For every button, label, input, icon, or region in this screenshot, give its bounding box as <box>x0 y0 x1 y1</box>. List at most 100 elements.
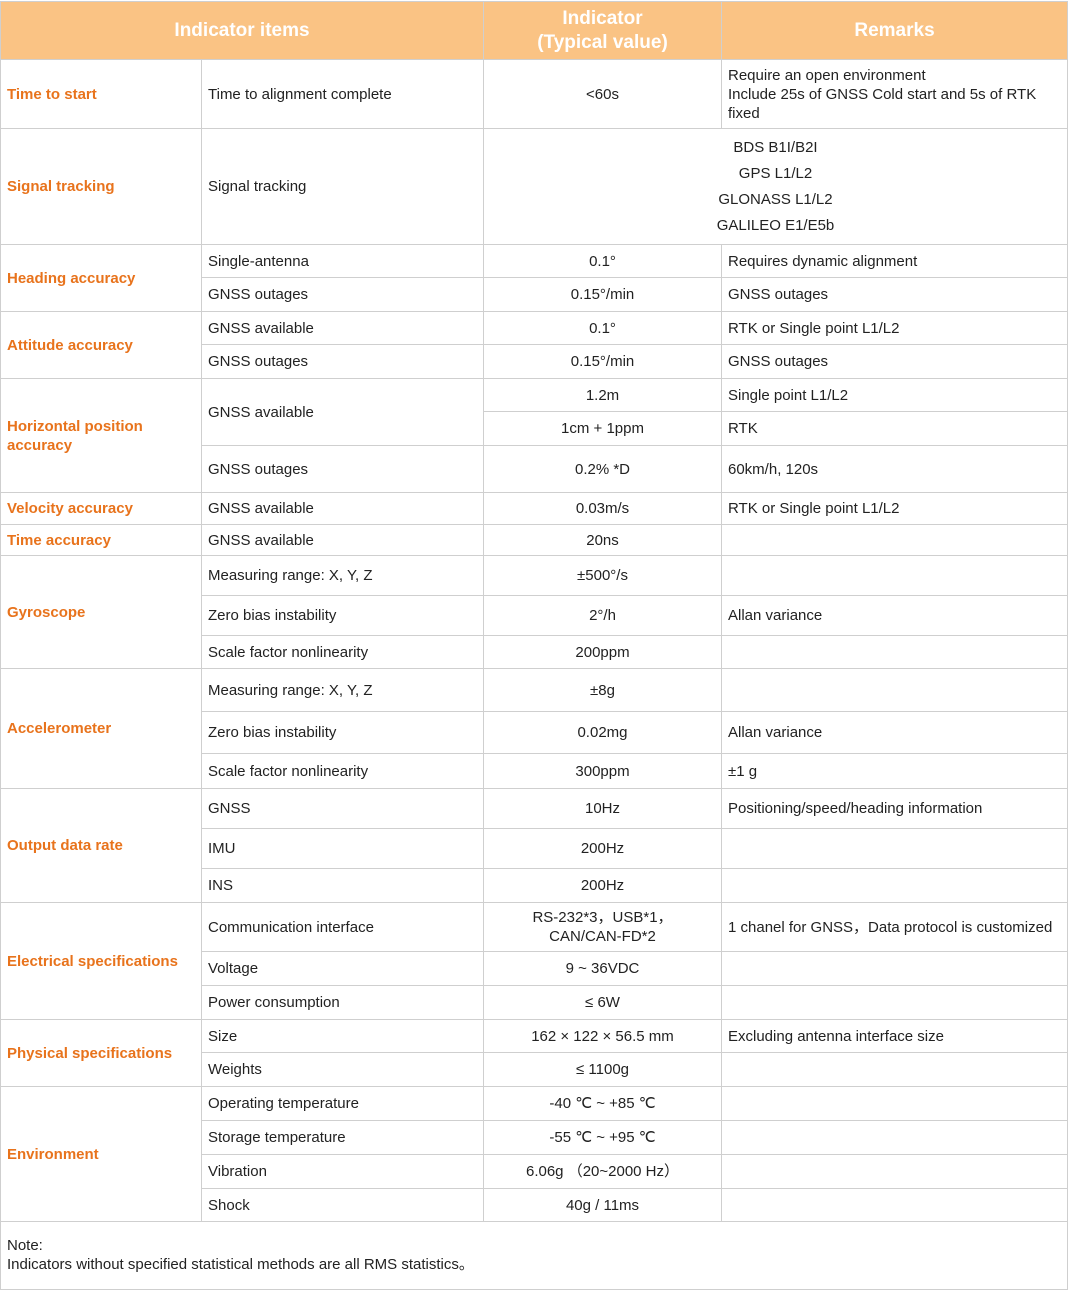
item: Size <box>201 1019 484 1053</box>
item: Measuring range: X, Y, Z <box>201 555 484 596</box>
value: BDS B1I/B2I GPS L1/L2 GLONASS L1/L2 GALI… <box>483 128 1068 245</box>
item: GNSS outages <box>201 277 484 312</box>
value: 162 × 122 × 56.5 mm <box>483 1019 722 1053</box>
section: Horizontal position accuracy <box>0 378 202 493</box>
item: Voltage <box>201 951 484 986</box>
section: Velocity accuracy <box>0 492 202 525</box>
value: 0.1° <box>483 311 722 345</box>
value: -55 ℃ ~ +95 ℃ <box>483 1120 722 1155</box>
remark <box>721 1154 1068 1189</box>
item: GNSS available <box>201 524 484 556</box>
remark: Positioning/speed/heading information <box>721 788 1068 829</box>
value: 40g / 11ms <box>483 1188 722 1222</box>
note-text: Indicators without specified statistical… <box>7 1256 474 1273</box>
item: Communication interface <box>201 902 484 952</box>
remark: GNSS outages <box>721 277 1068 312</box>
remark <box>721 828 1068 869</box>
remark <box>721 985 1068 1020</box>
value: 200Hz <box>483 828 722 869</box>
remark <box>721 868 1068 903</box>
remark <box>721 1188 1068 1222</box>
value: 9 ~ 36VDC <box>483 951 722 986</box>
value: -40 ℃ ~ +85 ℃ <box>483 1086 722 1121</box>
remark: 60km/h, 120s <box>721 445 1068 493</box>
item: GNSS available <box>201 311 484 345</box>
item: GNSS outages <box>201 344 484 379</box>
item: IMU <box>201 828 484 869</box>
value: 20ns <box>483 524 722 556</box>
item: Zero bias instability <box>201 711 484 754</box>
value: 1cm + 1ppm <box>483 411 722 446</box>
value: 300ppm <box>483 753 722 789</box>
section: Environment <box>0 1086 202 1222</box>
remark: RTK or Single point L1/L2 <box>721 311 1068 345</box>
header-cell: Indicator (Typical value) <box>483 1 722 60</box>
header-cell: Indicator items <box>0 1 484 60</box>
remark <box>721 1120 1068 1155</box>
remark: GNSS outages <box>721 344 1068 379</box>
remark: Single point L1/L2 <box>721 378 1068 412</box>
value: 0.02mg <box>483 711 722 754</box>
item: Zero bias instability <box>201 595 484 636</box>
remark: RTK <box>721 411 1068 446</box>
value: 1.2m <box>483 378 722 412</box>
value: 10Hz <box>483 788 722 829</box>
remark <box>721 635 1068 669</box>
item: Time to alignment complete <box>201 59 484 129</box>
value: ≤ 1100g <box>483 1052 722 1087</box>
remark <box>721 951 1068 986</box>
item: Weights <box>201 1052 484 1087</box>
item: Storage temperature <box>201 1120 484 1155</box>
value: ±8g <box>483 668 722 712</box>
remark: ±1 g <box>721 753 1068 789</box>
remark <box>721 524 1068 556</box>
section: Accelerometer <box>0 668 202 789</box>
section: Attitude accuracy <box>0 311 202 379</box>
item: GNSS <box>201 788 484 829</box>
note-label: Note: <box>7 1237 43 1254</box>
section: Time to start <box>0 59 202 129</box>
item: Scale factor nonlinearity <box>201 635 484 669</box>
remark <box>721 555 1068 596</box>
header-cell: Remarks <box>721 1 1068 60</box>
item: GNSS available <box>201 378 484 446</box>
header-row: Indicator items Indicator (Typical value… <box>0 1 1068 60</box>
section: Heading accuracy <box>0 244 202 312</box>
section: Electrical specifications <box>0 902 202 1020</box>
value: 0.1° <box>483 244 722 278</box>
value: 0.15°/min <box>483 277 722 312</box>
item: Signal tracking <box>201 128 484 245</box>
value: ≤ 6W <box>483 985 722 1020</box>
remark: Allan variance <box>721 711 1068 754</box>
value: ±500°/s <box>483 555 722 596</box>
item: Vibration <box>201 1154 484 1189</box>
section: Time accuracy <box>0 524 202 556</box>
item: Single-antenna <box>201 244 484 278</box>
value: RS-232*3，USB*1， CAN/CAN-FD*2 <box>483 902 722 952</box>
value: <60s <box>483 59 722 129</box>
value: 200ppm <box>483 635 722 669</box>
section: Signal tracking <box>0 128 202 245</box>
note: Note: Indicators without specified statis… <box>0 1221 1068 1290</box>
item: Measuring range: X, Y, Z <box>201 668 484 712</box>
value: 200Hz <box>483 868 722 903</box>
remark: Allan variance <box>721 595 1068 636</box>
value: 6.06g （20~2000 Hz） <box>483 1154 722 1189</box>
item: Power consumption <box>201 985 484 1020</box>
item: INS <box>201 868 484 903</box>
item: Scale factor nonlinearity <box>201 753 484 789</box>
remark: Excluding antenna interface size <box>721 1019 1068 1053</box>
value: 0.03m/s <box>483 492 722 525</box>
item: Operating temperature <box>201 1086 484 1121</box>
section: Gyroscope <box>0 555 202 669</box>
remark <box>721 1086 1068 1121</box>
remark: RTK or Single point L1/L2 <box>721 492 1068 525</box>
remark <box>721 668 1068 712</box>
section: Physical specifications <box>0 1019 202 1087</box>
item: GNSS outages <box>201 445 484 493</box>
value: 0.15°/min <box>483 344 722 379</box>
value: 2°/h <box>483 595 722 636</box>
value: 0.2% *D <box>483 445 722 493</box>
